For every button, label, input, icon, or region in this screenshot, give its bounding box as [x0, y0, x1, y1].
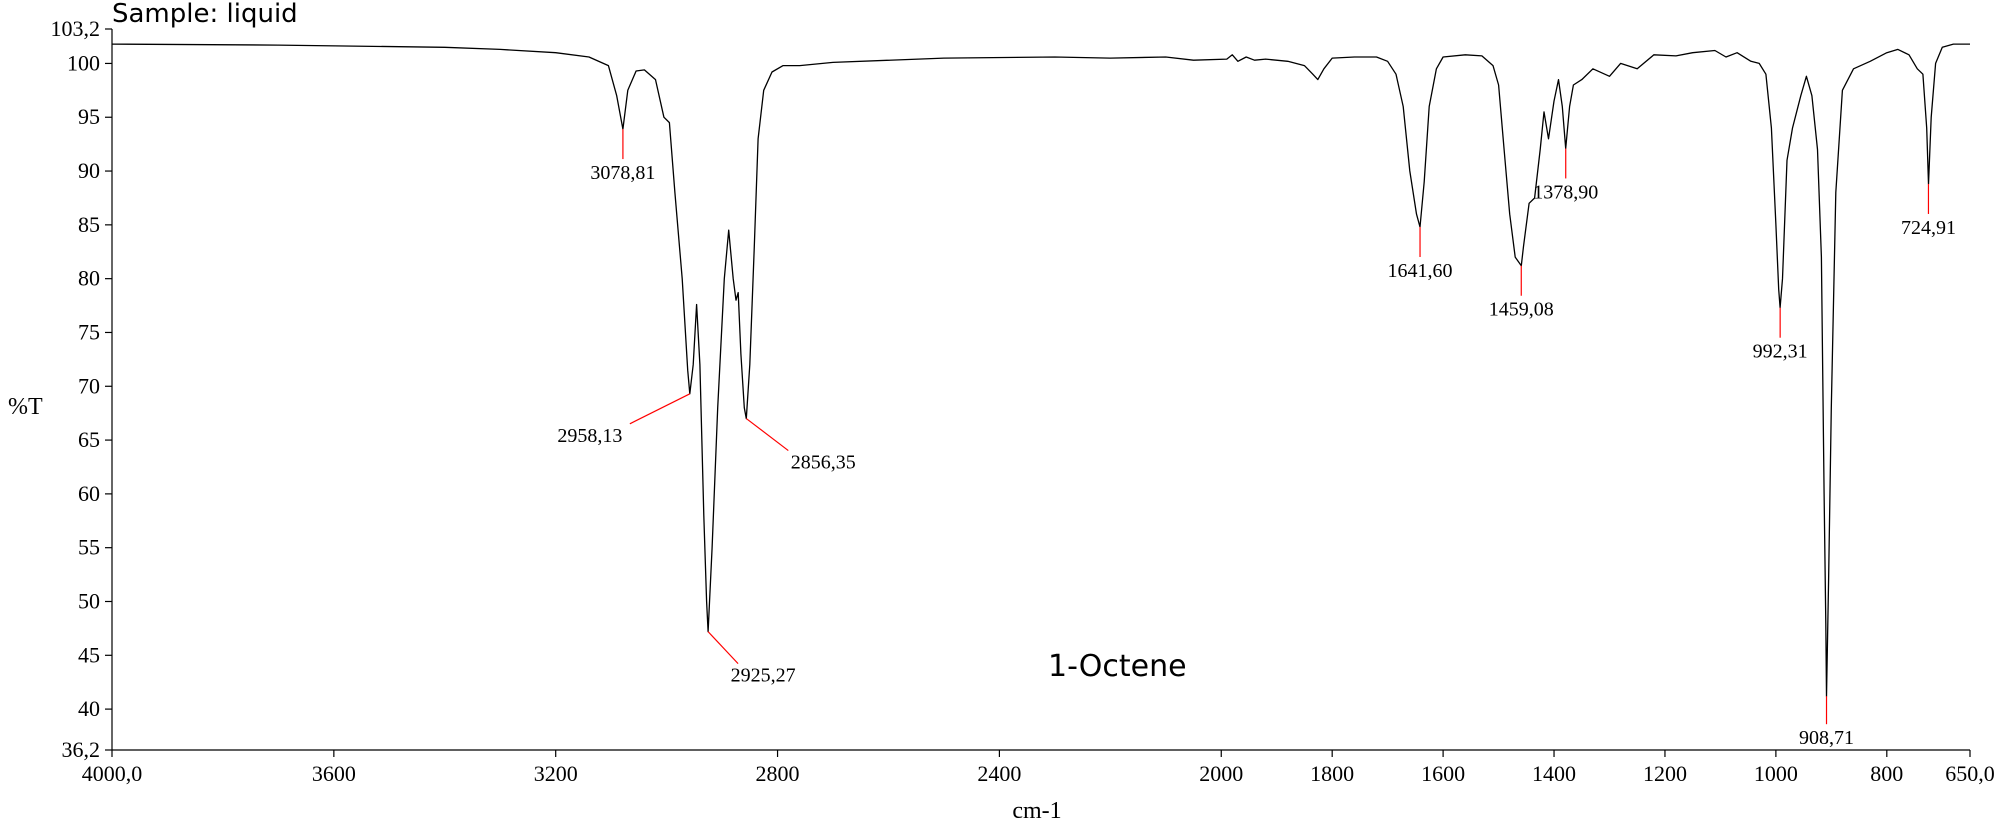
y-tick-label: 50	[78, 588, 100, 613]
x-tick-label: 1800	[1310, 761, 1354, 786]
series-layer	[112, 44, 1970, 696]
y-tick-label: 103,2	[51, 16, 101, 41]
x-tick-label: 650,0	[1945, 761, 1995, 786]
y-tick-label: 70	[78, 373, 100, 398]
chart-title: 1-Octene	[1048, 649, 1187, 684]
x-tick-label: 2000	[1199, 761, 1243, 786]
y-tick-label: 85	[78, 212, 100, 237]
peak-leader-line	[708, 632, 738, 664]
peak-label: 724,91	[1901, 217, 1956, 239]
peak-label: 2958,13	[557, 425, 622, 447]
y-tick-label: 65	[78, 427, 100, 452]
peak-annotations: 3078,81 2958,13 2925,27 2856,35 1641,60 1459,…	[557, 129, 1956, 749]
peak-leader-line	[630, 394, 690, 424]
peak-label: 1378,90	[1533, 181, 1598, 203]
y-ticks: 36,2 40 45 50 55 60 65 70 75 80 85 90 95 100 103,2	[51, 16, 113, 762]
y-tick-label: 40	[78, 696, 100, 721]
x-tick-label: 1000	[1754, 761, 1798, 786]
x-axis-title: cm-1	[1012, 798, 1061, 823]
y-tick-label: 95	[78, 104, 100, 129]
y-tick-label: 60	[78, 481, 100, 506]
x-tick-label: 4000,0	[82, 761, 143, 786]
x-ticks: 4000,0 3600 3200 2800 2400 2000 1800 1600 1400 12…	[82, 750, 1995, 786]
y-axis-title: %T	[8, 394, 43, 420]
y-tick-label: 75	[78, 319, 100, 344]
spectrum-line	[112, 44, 1970, 696]
x-tick-label: 2400	[977, 761, 1021, 786]
chart-subtitle: Sample: liquid	[112, 0, 298, 29]
x-tick-label: 1600	[1421, 761, 1465, 786]
peak-label: 2856,35	[791, 452, 856, 474]
x-tick-label: 800	[1870, 761, 1903, 786]
y-tick-label: 55	[78, 535, 100, 560]
y-tick-label: 36,2	[62, 737, 101, 762]
y-tick-label: 80	[78, 266, 100, 291]
y-tick-label: 100	[67, 50, 100, 75]
x-tick-label: 1400	[1532, 761, 1576, 786]
y-tick-label: 45	[78, 642, 100, 667]
x-tick-label: 3200	[534, 761, 578, 786]
peak-label: 1641,60	[1388, 260, 1453, 282]
x-tick-label: 3600	[312, 761, 356, 786]
x-tick-label: 2800	[756, 761, 800, 786]
y-tick-label: 90	[78, 158, 100, 183]
peak-label: 908,71	[1799, 727, 1854, 749]
peak-leader-line	[746, 419, 788, 451]
peak-label: 1459,08	[1489, 299, 1554, 321]
peak-label: 992,31	[1753, 341, 1808, 363]
peak-label: 3078,81	[590, 162, 655, 184]
peak-label: 2925,27	[731, 665, 796, 687]
x-tick-label: 1200	[1643, 761, 1687, 786]
